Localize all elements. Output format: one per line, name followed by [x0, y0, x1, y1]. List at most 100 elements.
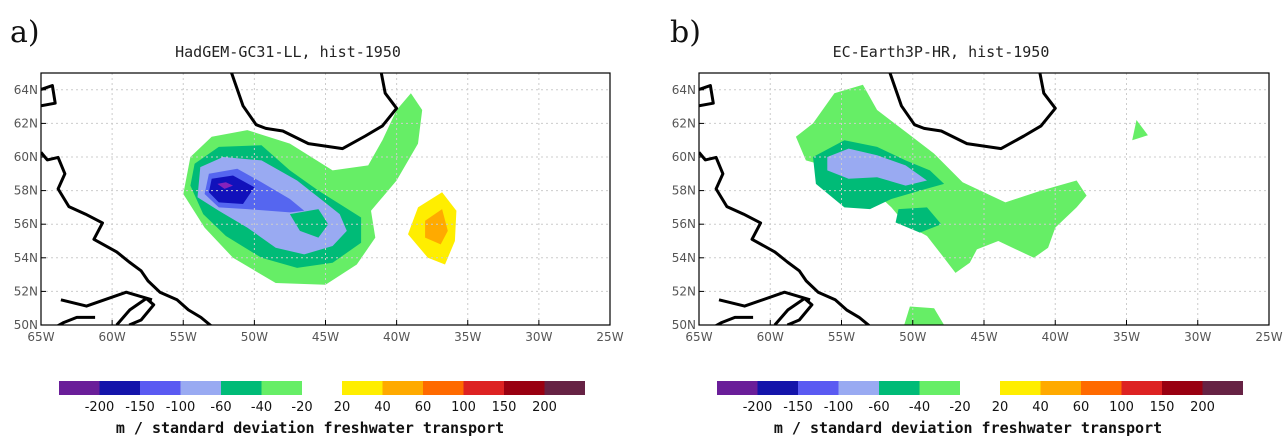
x-tick-label: 55W: [170, 330, 197, 344]
colorbar-label: -20: [949, 400, 970, 415]
colorbar-swatch-positive: [342, 381, 383, 395]
x-tick-label: 30W: [525, 330, 552, 344]
coastlines: [699, 73, 1057, 325]
panel-letter: b): [670, 15, 701, 50]
colorbar-swatch-negative: [140, 381, 181, 395]
contour-level-neg60: [827, 148, 927, 186]
contour-level-neg40: [289, 209, 329, 238]
y-tick-label: 58N: [672, 184, 696, 198]
map-panel-a: 65W 60W 55W 50W 45W 40W 35W 30W 25W 50N 52N 54N 56N 5…: [10, 15, 624, 344]
colorbar-label: 100: [1109, 400, 1134, 415]
colorbar-b: -200 -150 -100 -60 -40 -20 20 40 60 100 150 200 m / …: [717, 381, 1243, 437]
y-tick-label: 54N: [14, 251, 38, 265]
coastline: [41, 151, 213, 325]
coastline: [56, 315, 96, 325]
colorbar-label: 100: [451, 400, 476, 415]
x-tick-label: 40W: [383, 330, 410, 344]
x-tick-label: 45W: [970, 330, 997, 344]
colorbar-swatch-positive: [1162, 381, 1203, 395]
colorbar-swatch-negative: [59, 381, 100, 395]
colorbar-a: -200 -150 -100 -60 -40 -20 20 40 60 100 150 200 m / …: [59, 381, 585, 437]
colorbar-label: -20: [291, 400, 312, 415]
colorbar-swatch-positive: [382, 381, 423, 395]
colorbar-label: 150: [492, 400, 517, 415]
y-tick-label: 56N: [14, 217, 38, 231]
contour-level-neg20: [904, 306, 945, 325]
colorbar-swatch-negative: [221, 381, 262, 395]
colorbar-label: -100: [166, 400, 196, 415]
colorbar-swatch-negative: [717, 381, 758, 395]
colorbar-swatch-negative: [879, 381, 920, 395]
x-tick-label: 25W: [1255, 330, 1282, 344]
gridlines: [699, 73, 1269, 325]
colorbar-swatch-positive: [1121, 381, 1162, 395]
y-tick-label: 64N: [14, 83, 38, 97]
colorbar-label: 20: [334, 400, 351, 415]
colorbar-swatch-negative: [919, 381, 960, 395]
colorbar-swatch-positive: [1040, 381, 1081, 395]
y-tick-label: 60N: [672, 150, 696, 164]
colorbar-label: 150: [1150, 400, 1175, 415]
y-tick-label: 60N: [14, 150, 38, 164]
panel-title: HadGEM-GC31-LL, hist-1950: [175, 43, 401, 61]
colorbar-swatch-negative: [757, 381, 798, 395]
contour-level-neg40: [895, 207, 942, 233]
colorbar-label: 200: [532, 400, 557, 415]
colorbar-label: 60: [1073, 400, 1090, 415]
x-tick-label: 35W: [1113, 330, 1140, 344]
colorbar-swatch-positive: [423, 381, 464, 395]
panel-title: EC-Earth3P-HR, hist-1950: [833, 43, 1050, 61]
colorbar-swatch-positive: [544, 381, 585, 395]
x-tick-label: 25W: [596, 330, 623, 344]
y-tick-label: 62N: [672, 116, 696, 130]
colorbar-swatch-negative: [838, 381, 879, 395]
y-tick-label: 52N: [672, 284, 696, 298]
y-tick-label: 54N: [672, 251, 696, 265]
y-tick-label: 56N: [672, 217, 696, 231]
x-tick-label: 60W: [99, 330, 126, 344]
colorbar-swatch-positive: [504, 381, 545, 395]
coastline: [230, 73, 399, 151]
x-tick-label: 45W: [312, 330, 339, 344]
panel-letter: a): [10, 15, 40, 50]
colorbar-swatch-positive: [1000, 381, 1041, 395]
contour-level-neg150: [208, 175, 255, 204]
colorbar-label: -200: [743, 400, 773, 415]
map-panel-b: 65W 60W 55W 50W 45W 40W 35W 30W 25W 50N 52N 54N 56N 5…: [670, 15, 1283, 344]
coastline: [714, 315, 754, 325]
contour-fills: [183, 93, 457, 285]
colorbar-label: 20: [992, 400, 1009, 415]
contour-level-neg20: [1132, 120, 1148, 141]
colorbar-label: -150: [125, 400, 155, 415]
colorbar-units-label: m / standard deviation freshwater transp…: [774, 419, 1162, 437]
coastline: [773, 297, 814, 325]
coastline: [699, 151, 871, 325]
colorbar-label: 40: [374, 400, 391, 415]
coastline: [718, 290, 811, 308]
contour-level-neg20: [795, 84, 1087, 273]
y-tick-label: 58N: [14, 184, 38, 198]
x-tick-label: 55W: [828, 330, 855, 344]
colorbar-swatch-negative: [261, 381, 302, 395]
contour-level-neg200: [217, 182, 233, 189]
coastline: [888, 73, 1057, 151]
x-tick-label: 50W: [899, 330, 926, 344]
colorbar-swatch-negative: [180, 381, 221, 395]
colorbar-label: -40: [909, 400, 930, 415]
colorbar-units-label: m / standard deviation freshwater transp…: [116, 419, 504, 437]
x-tick-label: 65W: [685, 330, 712, 344]
colorbar-label: -60: [210, 400, 231, 415]
x-tick-label: 40W: [1042, 330, 1069, 344]
colorbar-label: -60: [868, 400, 889, 415]
x-tick-label: 60W: [757, 330, 784, 344]
coastline: [60, 290, 153, 308]
x-tick-label: 35W: [454, 330, 481, 344]
coastline: [115, 297, 156, 325]
colorbar-label: 40: [1032, 400, 1049, 415]
colorbar-label: -100: [824, 400, 854, 415]
colorbar-label: -150: [783, 400, 813, 415]
colorbar-swatch-positive: [463, 381, 504, 395]
gridlines: [41, 73, 610, 325]
y-tick-label: 52N: [14, 284, 38, 298]
